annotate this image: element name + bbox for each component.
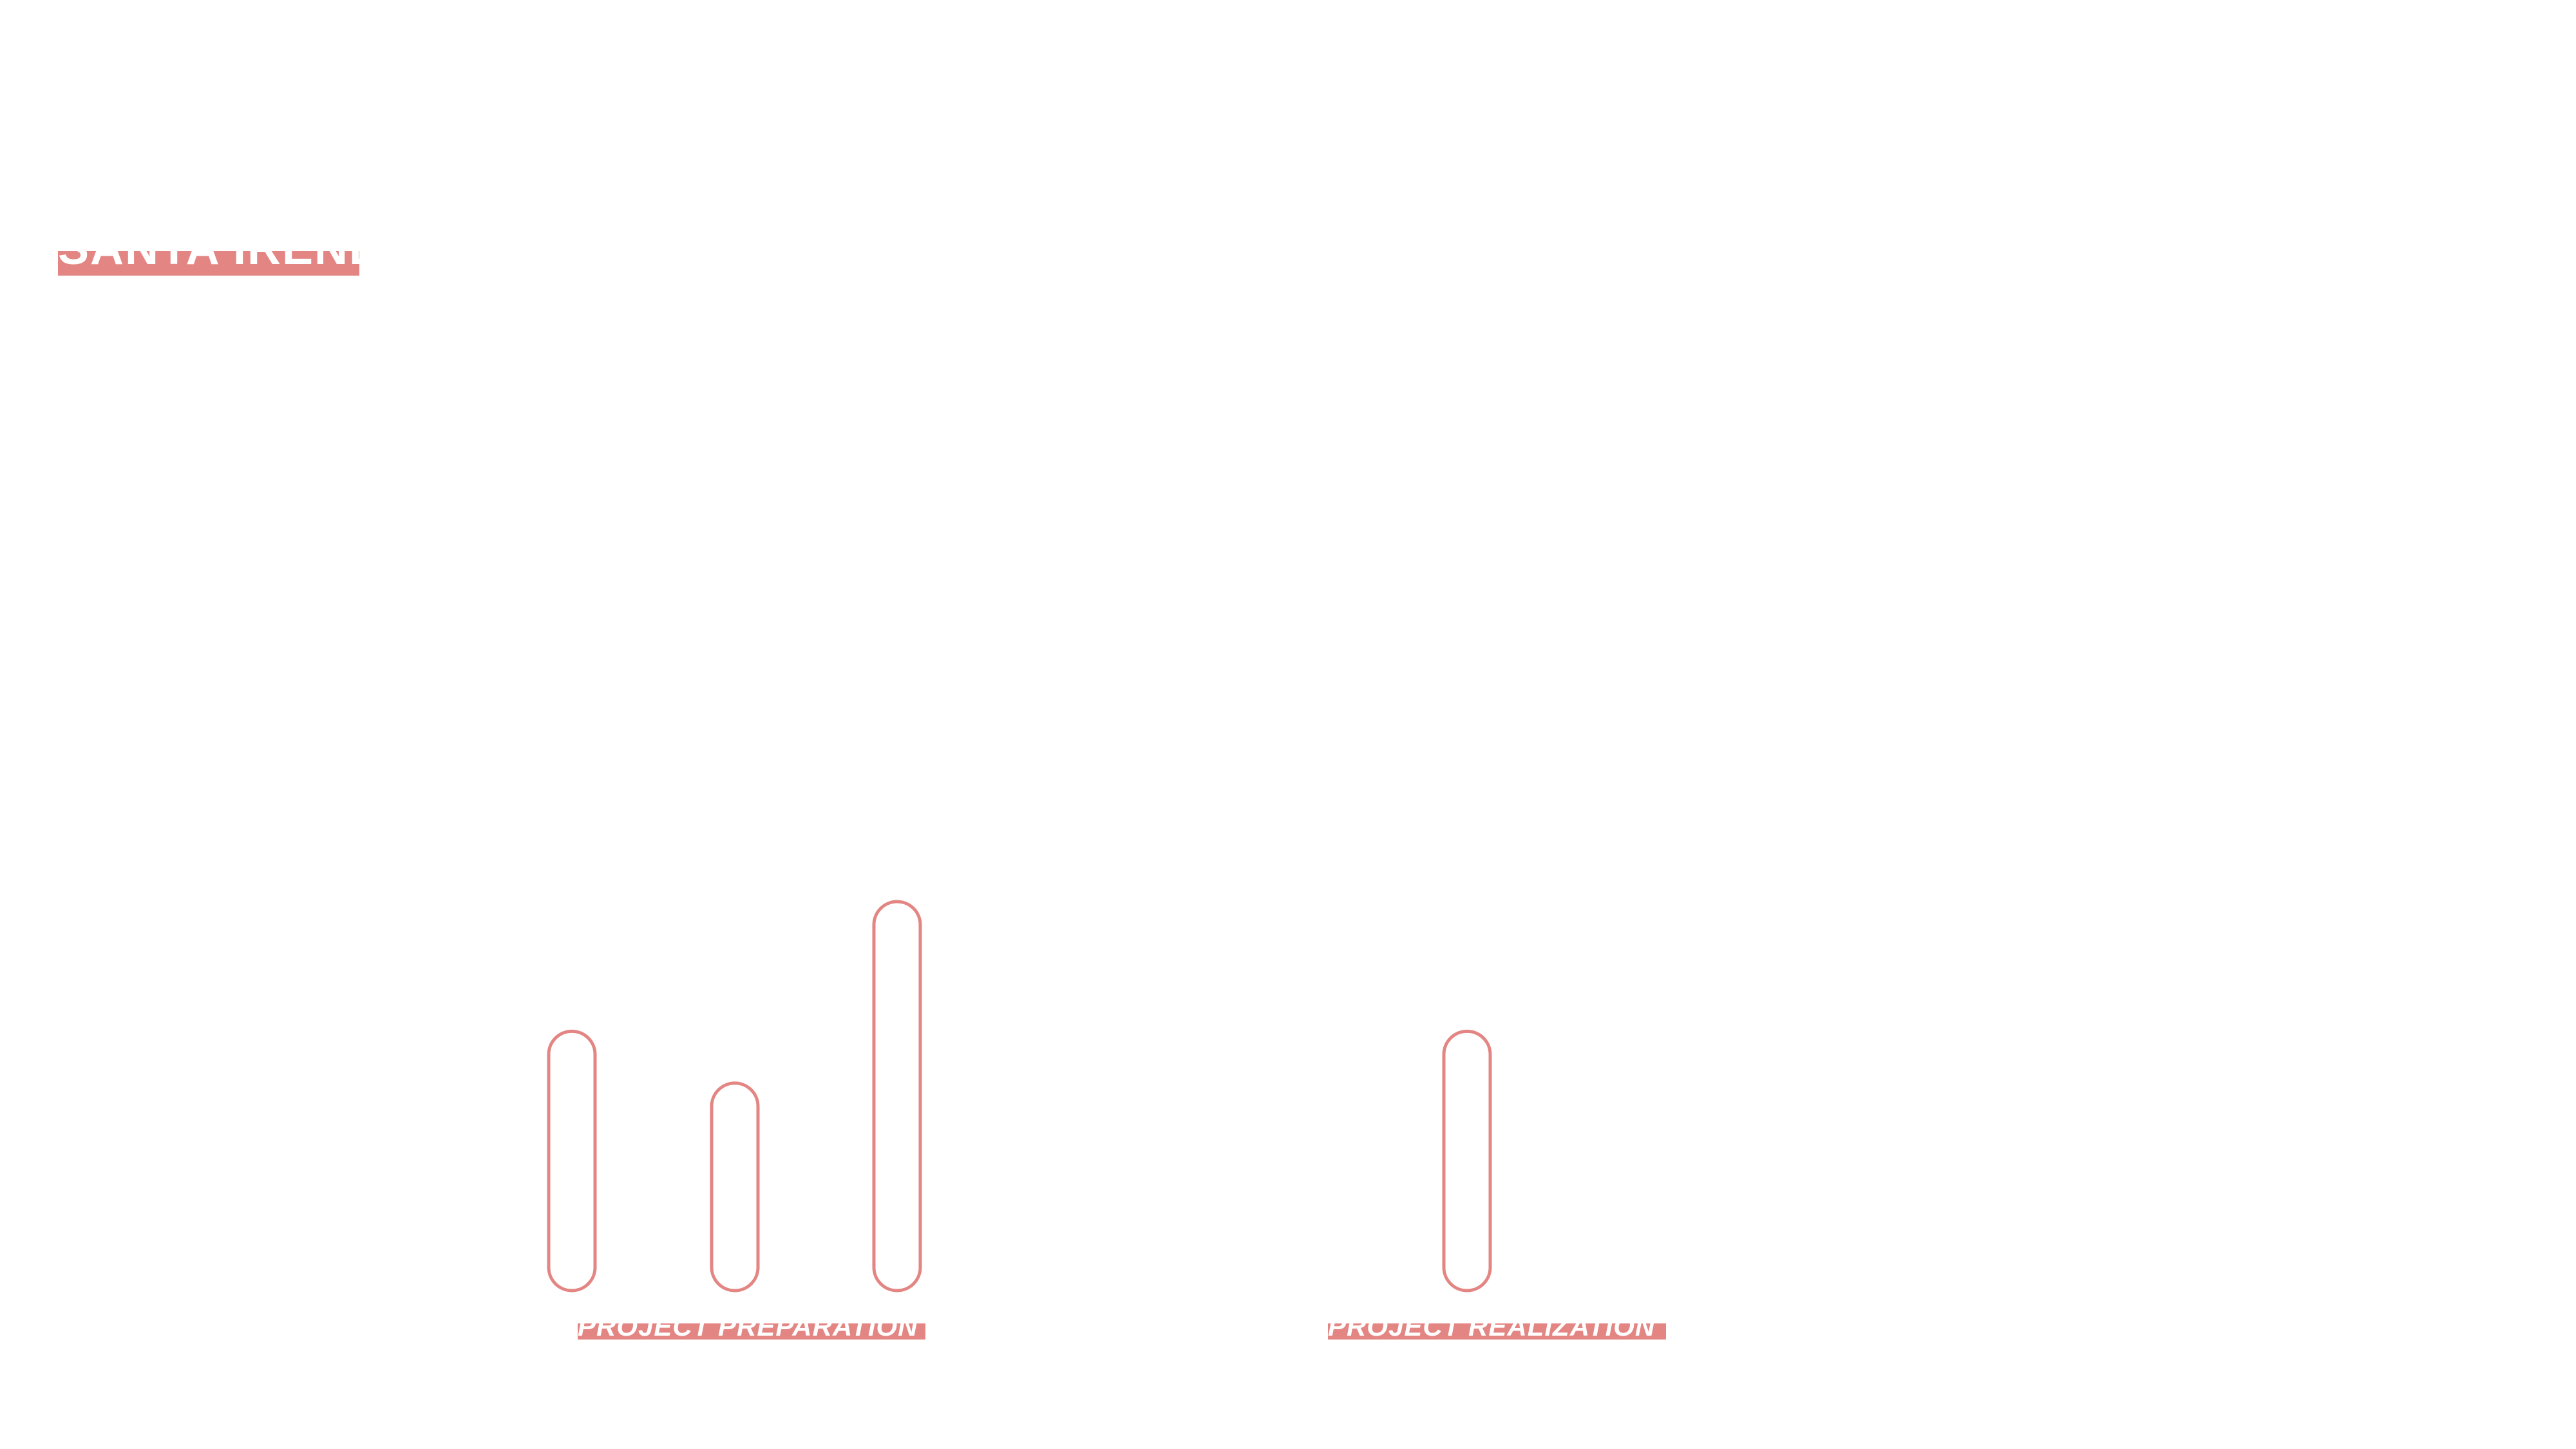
title-highlight <box>58 251 359 276</box>
group-label-project-realization: PROJECT REALIZATION <box>1328 1307 1666 1340</box>
chart-title: SANTA IRENE <box>58 219 359 276</box>
group-label-highlight <box>578 1323 925 1340</box>
chart-title-text: SANTA IRENE <box>58 223 359 274</box>
group-label-text: PROJECT REALIZATION <box>1328 1311 1656 1340</box>
group-label-highlight <box>1328 1323 1666 1340</box>
bar-4 <box>1442 1029 1492 1293</box>
bar-2 <box>710 1081 760 1293</box>
bar-1 <box>547 1029 597 1293</box>
bar-3 <box>872 900 922 1293</box>
group-label-text: PROJECT PREPARATION <box>578 1311 918 1340</box>
group-label-project-preparation: PROJECT PREPARATION <box>578 1307 925 1340</box>
